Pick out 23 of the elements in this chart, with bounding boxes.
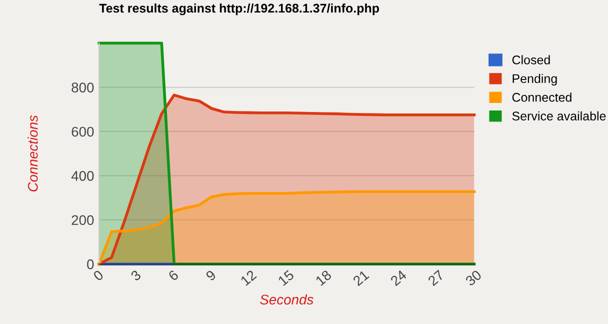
- x-axis-title: Seconds: [260, 294, 314, 305]
- y-axis-title: Connections: [28, 115, 38, 192]
- y-tick-label: 200: [72, 215, 94, 226]
- y-tick-label: 800: [72, 82, 94, 92]
- legend-label: Service available: [512, 111, 606, 120]
- y-tick-label: 0: [87, 259, 94, 270]
- y-tick-label: 400: [71, 171, 94, 181]
- y-tick-label: 600: [72, 126, 94, 137]
- x-tick-label: 27: [427, 270, 444, 286]
- x-tick-label: 6: [168, 270, 180, 282]
- chart-title: Test results against http://192.168.1.37/info.php: [99, 3, 379, 16]
- x-tick-label: 0: [92, 270, 104, 282]
- legend-label: Pending: [512, 74, 557, 86]
- x-tick-label: 3: [130, 270, 142, 282]
- legend-label: Closed: [512, 55, 550, 64]
- x-tick-label: 9: [205, 270, 216, 282]
- x-tick-label: 12: [240, 270, 257, 286]
- x-tick-label: 18: [315, 270, 332, 286]
- x-tick-label: 30: [464, 270, 482, 286]
- x-tick-label: 15: [278, 270, 295, 286]
- legend-label: Connected: [512, 92, 572, 102]
- x-tick-label: 24: [390, 269, 408, 286]
- x-tick-label: 21: [352, 270, 370, 286]
